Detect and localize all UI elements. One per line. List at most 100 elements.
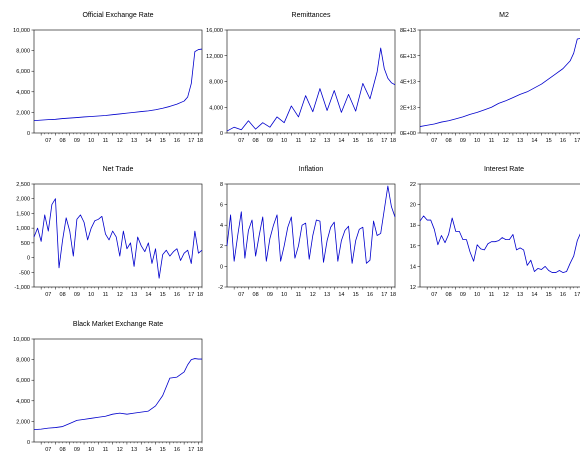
panel-official-exchange-rate: Official Exchange Rate 0 2,000 4,000 6,000 8,…: [13, 12, 203, 144]
y-tick-label: 0: [220, 264, 223, 270]
x-tick-label: 12: [503, 138, 509, 144]
x-tick-label: 16: [560, 292, 566, 298]
x-tick-label: 07: [45, 138, 51, 144]
panel-title: Interest Rate: [484, 166, 524, 173]
y-tick-label: -500: [19, 270, 30, 276]
x-tick-label: 09: [460, 292, 466, 298]
plot-frame: [419, 29, 580, 134]
x-tick-label: 08: [446, 292, 452, 298]
y-tick-label: 6,000: [16, 69, 30, 75]
y-tick-label: 2,000: [16, 419, 30, 425]
x-tick-label: 08: [253, 292, 259, 298]
x-tick-label: 15: [160, 447, 166, 453]
y-tick-label: -2: [218, 285, 223, 291]
y-tick-label: -1,000: [14, 285, 30, 291]
y-tick-label: 0E+00: [400, 131, 416, 137]
series-line-official-exchange-rate: [33, 48, 203, 122]
x-tick-label: 14: [531, 292, 537, 298]
x-tick-label: 17: [188, 447, 194, 453]
y-tick-label: 4E+13: [400, 80, 416, 86]
y-tick-label: 8,000: [209, 80, 223, 86]
x-tick-label: 18: [197, 292, 203, 298]
y-tick-label: 16: [410, 244, 416, 250]
x-tick-label: 14: [145, 138, 151, 144]
panel-title: Remittances: [292, 12, 331, 19]
x-tick-label: 09: [74, 447, 80, 453]
y-tick-label: 2: [220, 244, 223, 250]
x-tick-label: 13: [517, 138, 523, 144]
x-tick-label: 10: [474, 138, 480, 144]
x-tick-label: 17: [574, 292, 580, 298]
x-tick-label: 16: [174, 292, 180, 298]
x-tick-label: 12: [117, 447, 123, 453]
y-tick-label: 6,000: [16, 378, 30, 384]
x-tick-label: 07: [431, 138, 437, 144]
series-line-m2: [419, 38, 580, 127]
x-tick-label: 16: [560, 138, 566, 144]
x-tick-label: 16: [367, 138, 373, 144]
panel-inflation: Inflation -2 0 2 4 6 8 07 08 09 10 11 12 13 14 15 16 17 18: [218, 166, 396, 298]
y-tick-label: 2,000: [16, 197, 30, 203]
x-tick-label: 11: [296, 292, 302, 298]
y-tick-label: 6E+13: [400, 54, 416, 60]
x-tick-label: 14: [145, 447, 151, 453]
x-tick-label: 15: [160, 138, 166, 144]
x-tick-label: 08: [60, 447, 66, 453]
y-tick-label: 0: [27, 256, 30, 262]
y-tick-label: 22: [410, 182, 416, 188]
panel-interest-rate: Interest Rate 12 14 16 18 20 22 07 08 09 10 11 12 13 1…: [410, 166, 580, 298]
plot-frame: [226, 29, 396, 134]
y-tick-label: 18: [410, 223, 416, 229]
x-tick-label: 16: [174, 138, 180, 144]
x-tick-label: 15: [353, 138, 359, 144]
series-line-black-market-exchange-rate: [33, 358, 202, 431]
panel-remittances: Remittances 0 4,000 8,000 12,000 16,000 07 08 09…: [206, 12, 396, 144]
panel-m2: M2 0E+00 2E+13 4E+13 6E+13 8E+13 07 08 09 10 11 12 1…: [400, 12, 580, 144]
x-tick-label: 13: [517, 292, 523, 298]
x-tick-label: 09: [74, 138, 80, 144]
panel-title: Net Trade: [103, 166, 134, 173]
x-tick-label: 07: [45, 292, 51, 298]
x-tick-label: 14: [338, 138, 344, 144]
x-tick-label: 11: [489, 138, 495, 144]
x-tick-label: 15: [160, 292, 166, 298]
x-tick-label: 12: [310, 292, 316, 298]
y-tick-label: 1,000: [16, 226, 30, 232]
x-tick-label: 13: [131, 138, 137, 144]
x-tick-label: 10: [281, 138, 287, 144]
x-tick-label: 15: [353, 292, 359, 298]
x-tick-label: 10: [88, 138, 94, 144]
x-tick-label: 16: [367, 292, 373, 298]
x-tick-label: 12: [117, 292, 123, 298]
x-tick-label: 14: [531, 138, 537, 144]
y-tick-label: 6: [220, 203, 223, 209]
x-tick-label: 13: [131, 447, 137, 453]
x-tick-label: 18: [390, 292, 396, 298]
y-tick-label: 2E+13: [400, 105, 416, 111]
plot-frame: [419, 183, 580, 288]
x-tick-label: 07: [45, 447, 51, 453]
y-tick-label: 500: [21, 241, 30, 247]
x-tick-label: 10: [88, 292, 94, 298]
panel-black-market-exchange-rate: Black Market Exchange Rate 0 2,000 4,000 6,0…: [13, 321, 203, 453]
series-line-net-trade: [33, 198, 203, 279]
x-tick-label: 10: [474, 292, 480, 298]
plot-frame: [33, 183, 203, 288]
x-tick-label: 11: [103, 138, 109, 144]
plot-frame: [226, 183, 396, 288]
x-tick-label: 10: [281, 292, 287, 298]
x-tick-label: 09: [460, 138, 466, 144]
x-tick-label: 09: [74, 292, 80, 298]
x-tick-label: 13: [324, 138, 330, 144]
x-tick-label: 15: [546, 292, 552, 298]
y-tick-label: 2,000: [16, 110, 30, 116]
plot-frame: [33, 338, 203, 443]
x-tick-label: 07: [238, 292, 244, 298]
panel-title: Official Exchange Rate: [82, 12, 153, 19]
y-tick-label: 1,500: [16, 211, 30, 217]
y-tick-label: 8,000: [16, 358, 30, 364]
x-tick-label: 12: [117, 138, 123, 144]
series-line-remittances: [226, 47, 396, 132]
x-tick-label: 11: [103, 447, 109, 453]
